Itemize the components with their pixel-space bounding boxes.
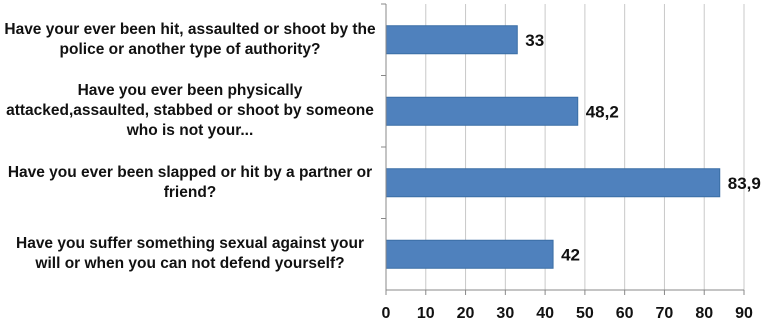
- bars: [385, 25, 721, 269]
- axes: 0 10 20 30 40 50 60 70 80 90: [381, 3, 753, 322]
- bar-attacked: [385, 96, 579, 126]
- data-label-sexual: 42: [561, 245, 580, 264]
- gridlines: [425, 4, 745, 290]
- bar-sexual: [385, 239, 554, 269]
- data-label-attacked: 48,2: [586, 102, 619, 121]
- x-tick-label: 30: [496, 305, 514, 322]
- x-tick-label: 50: [576, 305, 594, 322]
- x-tick-label: 60: [616, 305, 634, 322]
- x-tick-label: 20: [457, 305, 475, 322]
- bar-partner: [385, 168, 721, 198]
- x-tick-label: 10: [417, 305, 435, 322]
- x-tick-label: 80: [695, 305, 713, 322]
- data-label-partner: 83,9: [728, 174, 761, 193]
- x-tick-label: 0: [382, 305, 391, 322]
- category-label-police: Have your ever been hit, assaulted or sh…: [4, 21, 376, 58]
- bar-police: [385, 25, 518, 55]
- category-label-sexual: Have you suffer something sexual against…: [16, 235, 364, 272]
- data-labels: 33 48,2 83,9 42: [525, 31, 761, 265]
- data-label-police: 33: [525, 31, 544, 50]
- category-label-partner: Have you ever been slapped or hit by a p…: [7, 164, 373, 201]
- x-tick-label: 40: [536, 305, 554, 322]
- x-tick-label: 70: [656, 305, 674, 322]
- x-tick-label: 90: [735, 305, 753, 322]
- category-label-attacked: Have you ever been physically attacked,a…: [6, 82, 374, 139]
